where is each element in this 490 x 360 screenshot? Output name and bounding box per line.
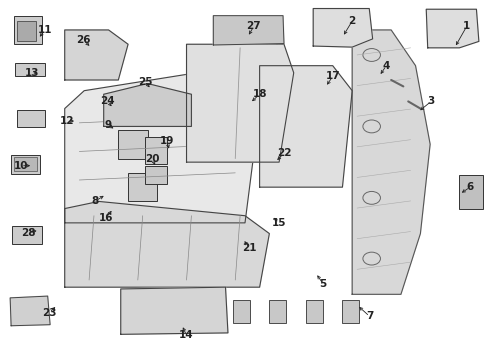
Text: 25: 25 [138,77,152,87]
Bar [118,130,147,158]
Text: 21: 21 [243,243,257,253]
Bar [17,110,45,127]
Text: 16: 16 [99,212,113,222]
Bar [272,114,320,121]
Text: 4: 4 [383,61,390,71]
Text: 5: 5 [319,279,326,289]
Bar [272,94,320,100]
Bar [196,300,213,323]
Text: 8: 8 [91,197,98,206]
Bar [272,135,320,141]
Bar [272,73,320,80]
Bar [233,300,250,323]
Text: 1: 1 [463,21,470,31]
Bar [14,17,42,44]
Text: 2: 2 [348,16,356,26]
Polygon shape [213,16,284,45]
Polygon shape [65,73,260,223]
Polygon shape [426,9,479,48]
Text: 19: 19 [160,136,174,146]
Polygon shape [65,30,128,80]
Polygon shape [352,30,430,294]
Bar [11,155,40,174]
Text: 18: 18 [252,89,267,99]
Polygon shape [260,66,352,187]
Text: 20: 20 [145,154,160,164]
Text: 3: 3 [427,96,435,107]
Polygon shape [121,287,228,334]
Text: 6: 6 [466,182,474,192]
Text: 14: 14 [179,330,194,341]
Text: 27: 27 [246,21,261,31]
Text: 24: 24 [100,96,115,107]
Bar [145,137,167,164]
Bar [14,157,37,171]
Polygon shape [313,9,373,47]
Polygon shape [104,84,192,126]
Text: 22: 22 [277,148,291,158]
Text: 12: 12 [60,116,74,126]
Text: 17: 17 [325,71,340,81]
Text: 28: 28 [21,228,35,238]
Text: 9: 9 [104,120,111,130]
Text: 15: 15 [272,218,286,228]
Bar [12,226,42,244]
Bar [17,21,36,41]
Text: 7: 7 [366,311,373,321]
Polygon shape [10,296,50,326]
Bar [145,166,167,184]
Bar [343,300,360,323]
Text: 23: 23 [42,308,56,318]
Text: 11: 11 [38,25,52,35]
Text: 10: 10 [14,161,28,171]
Bar [15,63,45,76]
Bar [128,173,157,202]
Text: 26: 26 [76,35,91,45]
Text: 13: 13 [24,68,39,78]
Bar [270,300,287,323]
Polygon shape [187,44,294,162]
Bar [306,300,323,323]
Bar [460,175,483,208]
Polygon shape [65,202,270,287]
Bar [272,156,320,162]
